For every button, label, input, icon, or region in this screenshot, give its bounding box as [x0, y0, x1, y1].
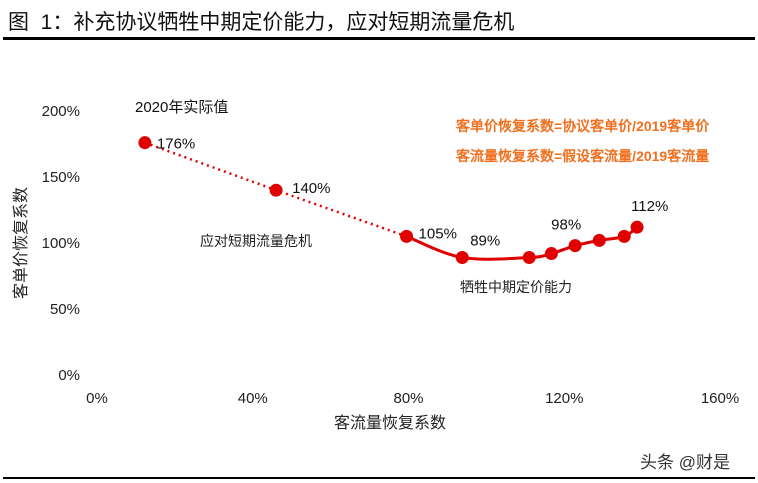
- data-point: [400, 229, 414, 243]
- data-point: [592, 233, 606, 247]
- x-tick-label: 40%: [238, 390, 268, 407]
- annotation-short-term: 应对短期流量危机: [200, 233, 312, 249]
- data-point: [544, 247, 558, 261]
- y-tick-label: 150%: [42, 169, 80, 186]
- annotation-formula-2: 客流量恢复系数=假设客流量/2019客流量: [455, 148, 709, 164]
- data-point: [522, 251, 536, 265]
- data-point: [568, 239, 582, 253]
- x-tick-label: 120%: [545, 390, 583, 407]
- x-axis-label: 客流量恢复系数: [334, 414, 446, 432]
- watermark: 头条 @财是: [640, 453, 730, 472]
- annotation-actual: 2020年实际值: [135, 99, 228, 116]
- data-label: 140%: [292, 180, 330, 197]
- y-axis-label: 客单价恢复系数: [12, 187, 30, 299]
- data-label: 89%: [470, 233, 500, 250]
- y-tick-label: 50%: [50, 301, 80, 318]
- bottom-rule: [3, 477, 755, 479]
- data-point: [138, 136, 152, 150]
- data-point: [630, 220, 644, 234]
- data-point: [269, 183, 283, 197]
- y-tick-label: 200%: [42, 103, 80, 120]
- x-tick-label: 80%: [393, 390, 423, 407]
- data-label: 105%: [419, 225, 457, 242]
- data-point: [455, 251, 469, 265]
- figure-title: 图 1：补充协议牺牲中期定价能力，应对短期流量危机: [8, 11, 515, 34]
- x-tick-label: 0%: [86, 390, 108, 407]
- annotation-mid-term: 牺牲中期定价能力: [460, 279, 572, 295]
- data-label: 98%: [551, 217, 581, 234]
- annotation-formula-1: 客单价恢复系数=协议客单价/2019客单价: [455, 118, 710, 134]
- x-tick-label: 160%: [701, 390, 739, 407]
- y-tick-label: 0%: [58, 367, 80, 384]
- top-rule: [3, 37, 755, 40]
- data-label: 176%: [157, 136, 195, 153]
- y-tick-label: 100%: [42, 235, 80, 252]
- data-point: [617, 229, 631, 243]
- data-label: 112%: [631, 198, 668, 215]
